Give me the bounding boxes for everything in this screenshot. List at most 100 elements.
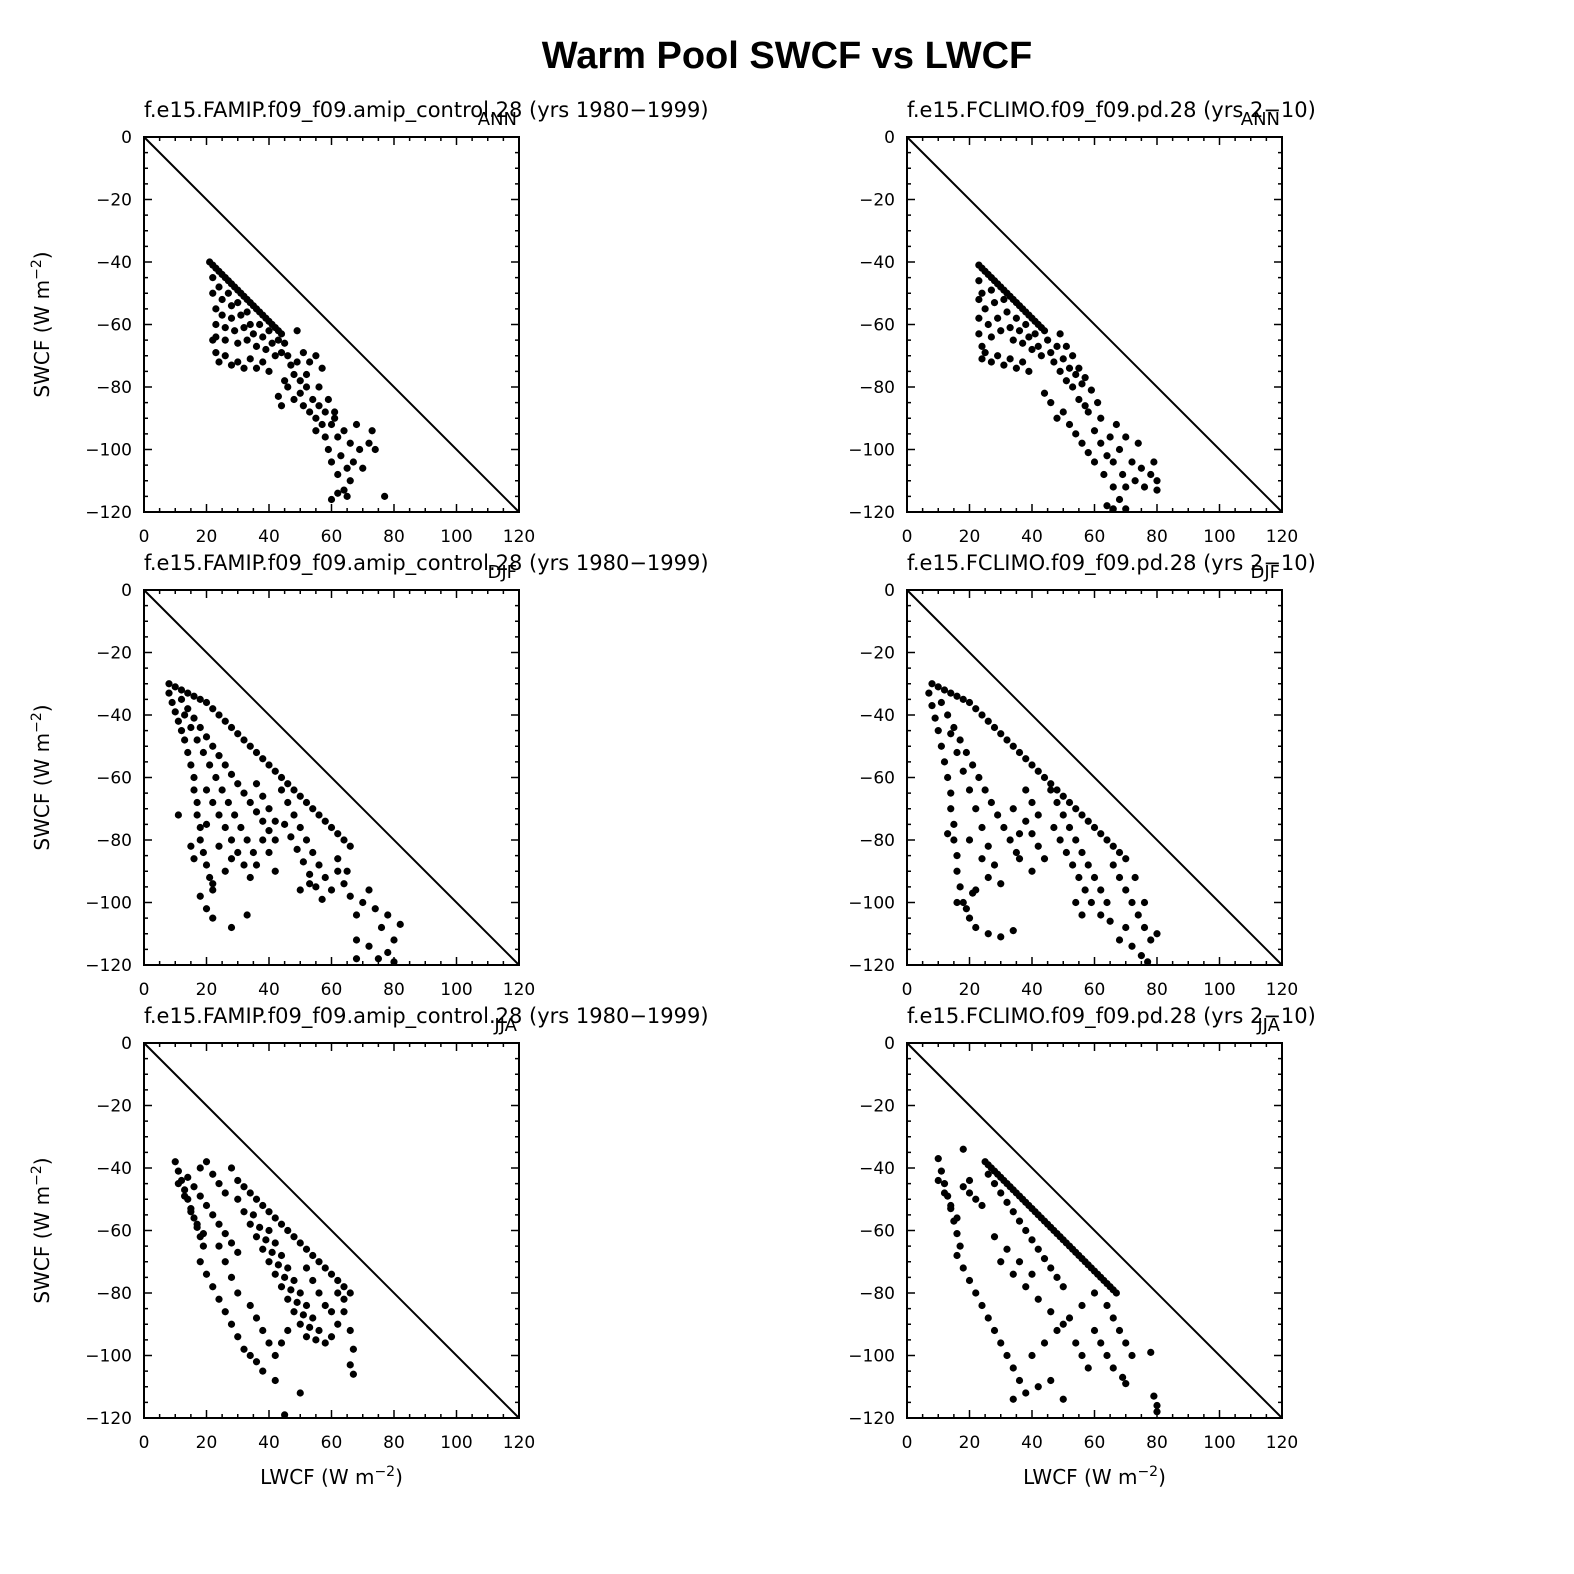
data-point xyxy=(227,723,236,732)
data-point xyxy=(312,414,320,422)
data-point xyxy=(324,395,332,404)
data-point xyxy=(277,786,286,794)
data-point xyxy=(349,1345,357,1353)
data-point xyxy=(309,848,317,857)
data-point xyxy=(199,1230,207,1238)
data-point xyxy=(265,1339,273,1347)
data-point xyxy=(231,811,239,819)
data-point xyxy=(1012,364,1020,372)
tick-marks xyxy=(143,136,520,513)
data-point xyxy=(259,333,267,341)
data-point xyxy=(268,339,276,347)
data-point xyxy=(334,1320,342,1328)
data-point xyxy=(327,1333,336,1341)
data-point xyxy=(265,848,273,857)
x-tick-label: 40 xyxy=(1021,1433,1043,1453)
data-point xyxy=(306,870,314,878)
data-point xyxy=(252,861,261,869)
data-point xyxy=(956,883,964,891)
data-point xyxy=(972,1289,980,1297)
data-point xyxy=(334,1289,342,1297)
data-point xyxy=(1078,911,1086,919)
data-point xyxy=(237,823,245,832)
data-point xyxy=(944,773,952,782)
data-point xyxy=(296,1289,304,1297)
data-point xyxy=(1059,811,1067,819)
data-point xyxy=(396,920,404,928)
data-point xyxy=(1075,873,1083,882)
data-point xyxy=(202,820,211,828)
data-point xyxy=(1109,1364,1117,1372)
data-point xyxy=(940,1189,949,1197)
data-point xyxy=(931,714,939,722)
data-point xyxy=(284,352,292,360)
data-point xyxy=(1044,336,1052,344)
data-point xyxy=(221,324,229,332)
data-point xyxy=(302,836,311,844)
x-tick-label: 40 xyxy=(258,527,280,547)
data-point xyxy=(277,1220,286,1228)
x-tick-label: 60 xyxy=(1084,980,1106,1000)
data-point xyxy=(293,327,301,335)
data-point xyxy=(1153,1401,1161,1410)
y-tick-label: 0 xyxy=(884,1034,895,1054)
data-point xyxy=(346,1361,354,1369)
y-tick-label: −20 xyxy=(859,1097,895,1117)
x-tick-label: 0 xyxy=(139,1433,150,1453)
data-point xyxy=(947,730,955,738)
x-tick-label: 0 xyxy=(902,527,913,547)
data-point xyxy=(1072,836,1080,844)
data-point xyxy=(221,1258,229,1266)
data-point xyxy=(984,842,992,850)
data-point xyxy=(1153,477,1161,485)
data-point xyxy=(959,898,967,907)
data-point xyxy=(252,1314,261,1322)
data-point xyxy=(221,1230,229,1238)
data-point xyxy=(221,1189,229,1197)
data-point xyxy=(981,305,989,313)
y-tick-label: 0 xyxy=(121,1034,132,1054)
data-point xyxy=(221,761,229,769)
x-tick-label: 120 xyxy=(503,1433,535,1453)
data-point xyxy=(384,948,392,957)
data-point xyxy=(312,427,320,435)
data-point xyxy=(1003,1198,1011,1206)
data-point xyxy=(953,692,961,700)
data-point xyxy=(1022,786,1030,794)
data-point xyxy=(296,792,304,800)
data-point xyxy=(234,1176,242,1185)
data-point xyxy=(1103,1301,1111,1310)
data-point xyxy=(202,1201,211,1210)
data-point xyxy=(1153,486,1161,494)
data-point xyxy=(1084,861,1092,869)
data-point xyxy=(1103,1351,1111,1360)
data-point xyxy=(1137,952,1145,960)
data-point xyxy=(1022,1283,1030,1291)
data-point xyxy=(1053,414,1061,422)
data-point xyxy=(1056,836,1064,844)
data-point xyxy=(290,1233,298,1241)
data-point xyxy=(981,349,989,357)
data-point xyxy=(271,1270,279,1278)
data-point xyxy=(984,1170,992,1178)
data-point xyxy=(252,808,261,816)
data-point xyxy=(349,1370,357,1378)
data-point xyxy=(934,1155,942,1163)
data-point xyxy=(227,770,236,778)
data-point xyxy=(315,402,323,410)
data-point xyxy=(1065,420,1074,429)
data-point xyxy=(212,349,220,357)
data-point xyxy=(265,367,273,375)
data-point xyxy=(240,861,248,869)
data-point xyxy=(274,1261,282,1269)
data-point xyxy=(1040,1339,1049,1347)
y-tick-label: −100 xyxy=(85,894,132,914)
data-point xyxy=(1115,445,1124,454)
data-point xyxy=(290,786,298,794)
data-point xyxy=(1115,873,1124,882)
data-point xyxy=(965,1189,974,1197)
data-point xyxy=(1022,1389,1030,1397)
data-point xyxy=(202,786,211,794)
data-point xyxy=(1115,936,1124,944)
data-point xyxy=(368,427,376,435)
